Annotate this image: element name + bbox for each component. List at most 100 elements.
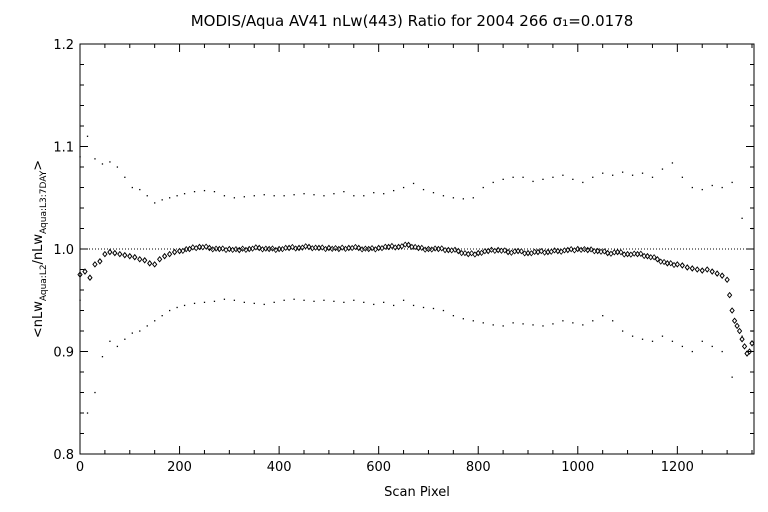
median-point <box>127 252 133 260</box>
upper-bound-series <box>79 135 753 230</box>
y-tick-label: 1.2 <box>53 38 74 53</box>
lower-point <box>343 301 345 303</box>
median-point <box>699 267 705 274</box>
lower-point <box>169 309 171 312</box>
median-point <box>689 265 695 272</box>
median-point <box>166 250 173 258</box>
axis-ticks: 0 200 400 600 800 1000 1200 0.8 0.9 1.0 1.1 1.2 <box>53 38 754 475</box>
median-trace-mark <box>389 242 395 250</box>
y-tick-label: 0.8 <box>53 448 74 463</box>
median-trace-mark <box>339 244 345 251</box>
upper-point <box>512 176 514 178</box>
median-trace-mark <box>631 250 637 257</box>
median-point <box>749 339 755 347</box>
upper-point <box>94 158 96 160</box>
median-point <box>326 244 332 252</box>
lower-point <box>293 298 295 300</box>
lower-point <box>101 356 104 358</box>
median-point <box>719 272 725 279</box>
upper-point <box>146 195 148 197</box>
median-point <box>161 252 168 260</box>
median-point <box>575 245 581 253</box>
median-point <box>729 307 735 314</box>
median-point <box>704 266 710 273</box>
median-point <box>555 247 561 255</box>
lower-point <box>402 299 405 301</box>
median-trace-mark <box>532 248 538 256</box>
upper-point <box>373 192 375 194</box>
median-point <box>455 247 461 255</box>
median-point <box>654 255 661 263</box>
median-trace-mark <box>601 248 607 255</box>
median-point <box>515 247 521 255</box>
lower-point <box>243 301 245 303</box>
median-trace-mark <box>362 245 368 252</box>
median-trace-mark <box>313 244 319 251</box>
upper-point <box>253 195 255 197</box>
lower-point <box>512 322 514 324</box>
median-trace-mark <box>190 244 196 251</box>
upper-point <box>711 184 713 187</box>
upper-point <box>522 176 524 178</box>
lower-point <box>203 301 206 303</box>
upper-point <box>343 191 345 193</box>
lower-point <box>462 318 464 320</box>
upper-point <box>86 135 89 137</box>
median-trace-mark <box>412 243 418 251</box>
lower-point <box>131 332 133 334</box>
upper-point <box>641 172 644 174</box>
lower-point <box>273 301 275 303</box>
upper-point <box>691 186 693 189</box>
median-point <box>107 248 113 256</box>
lower-point <box>183 304 186 307</box>
median-point <box>226 245 232 253</box>
median-trace-mark <box>638 250 644 257</box>
median-point <box>624 250 631 258</box>
upper-point <box>233 197 236 199</box>
median-point <box>714 270 720 277</box>
median-point <box>605 249 611 257</box>
median-trace-mark <box>409 243 415 251</box>
upper-point <box>193 191 196 193</box>
lower-point <box>124 338 126 340</box>
lower-point <box>383 301 385 303</box>
median-trace-mark <box>319 244 325 251</box>
median-point <box>595 247 601 255</box>
median-point <box>736 327 743 335</box>
upper-point <box>582 181 584 184</box>
median-point <box>614 248 621 256</box>
median-point <box>186 245 193 253</box>
median-point <box>694 266 700 273</box>
x-tick-label: 800 <box>466 460 491 475</box>
upper-point <box>462 198 464 200</box>
lower-point <box>139 330 141 332</box>
median-trace-mark <box>253 244 259 251</box>
median-point <box>565 246 571 254</box>
median-ratio-series <box>77 241 755 357</box>
median-trace-mark <box>402 241 408 248</box>
median-point <box>385 243 392 251</box>
x-tick-label: 1200 <box>661 460 694 475</box>
lower-point <box>751 330 753 332</box>
median-point <box>664 260 671 267</box>
median-point <box>495 246 501 254</box>
y-label-close: > <box>31 160 46 171</box>
lower-point <box>562 320 564 322</box>
upper-point <box>472 197 474 199</box>
median-trace-mark <box>382 243 388 250</box>
upper-point <box>542 178 544 180</box>
median-trace-mark <box>452 246 458 253</box>
upper-point <box>612 174 614 176</box>
median-trace-mark <box>333 245 339 252</box>
lower-point <box>412 304 415 307</box>
upper-point <box>154 202 156 204</box>
median-point <box>731 317 738 325</box>
lower-point <box>721 350 723 353</box>
lower-point <box>303 299 305 301</box>
median-trace-mark <box>369 245 375 252</box>
lower-point <box>542 325 544 327</box>
lower-point <box>193 302 196 305</box>
upper-point <box>139 188 141 191</box>
median-trace-mark <box>419 244 425 251</box>
upper-point <box>213 191 216 193</box>
